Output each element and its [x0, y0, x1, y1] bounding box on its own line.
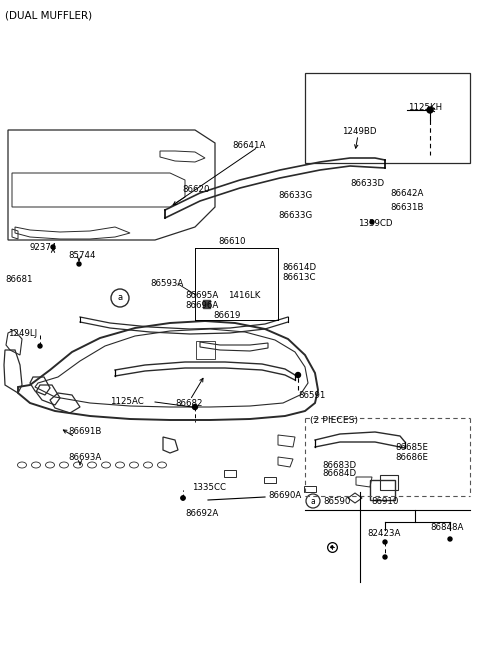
Text: 82423A: 82423A [367, 529, 400, 538]
Text: 1249LJ: 1249LJ [8, 329, 37, 339]
Text: 86633D: 86633D [350, 179, 384, 187]
Text: 86696A: 86696A [185, 301, 218, 310]
Circle shape [77, 262, 81, 266]
Circle shape [331, 546, 333, 548]
Circle shape [192, 405, 197, 409]
Text: 1335CC: 1335CC [192, 483, 226, 491]
Text: 86690A: 86690A [268, 491, 301, 500]
Text: 1249BD: 1249BD [342, 126, 376, 136]
Circle shape [181, 496, 185, 500]
Text: 86590: 86590 [323, 496, 350, 506]
Text: (2 PIECES): (2 PIECES) [310, 415, 358, 424]
Text: 86614D: 86614D [282, 263, 316, 272]
Circle shape [383, 540, 387, 544]
Circle shape [448, 537, 452, 541]
Text: 1416LK: 1416LK [228, 291, 260, 301]
Circle shape [296, 373, 300, 377]
Text: 86685E: 86685E [395, 443, 428, 453]
Text: 86683D: 86683D [322, 460, 356, 470]
Text: 86691B: 86691B [68, 428, 101, 436]
Text: 86619: 86619 [213, 310, 240, 320]
Text: 86848A: 86848A [430, 523, 463, 531]
Polygon shape [203, 300, 210, 308]
Text: 86692A: 86692A [185, 510, 218, 519]
Circle shape [181, 496, 185, 500]
Text: 85744: 85744 [68, 250, 96, 259]
Text: a: a [311, 496, 315, 506]
Circle shape [370, 220, 374, 224]
Text: 86910: 86910 [372, 496, 399, 506]
Text: 86684D: 86684D [322, 470, 356, 479]
Text: 1339CD: 1339CD [358, 219, 393, 227]
Circle shape [427, 107, 433, 113]
Text: 86620: 86620 [182, 185, 209, 195]
Text: 86610: 86610 [218, 238, 245, 246]
Text: 86682: 86682 [175, 400, 203, 409]
Text: 86631B: 86631B [390, 202, 423, 212]
Circle shape [383, 555, 387, 559]
Text: 86613C: 86613C [282, 272, 315, 282]
Circle shape [38, 344, 42, 348]
Text: 1125AC: 1125AC [110, 398, 144, 407]
Text: 86593A: 86593A [150, 280, 183, 288]
Text: a: a [118, 293, 122, 303]
Text: 86633G: 86633G [278, 191, 312, 200]
Text: 86633G: 86633G [278, 212, 312, 221]
Text: 86681: 86681 [5, 274, 33, 284]
Text: 86642A: 86642A [390, 189, 423, 198]
Text: 86693A: 86693A [68, 453, 101, 462]
Circle shape [51, 245, 55, 249]
Text: 86686E: 86686E [395, 453, 428, 462]
Text: 92374: 92374 [30, 244, 58, 252]
Text: 1125KH: 1125KH [408, 103, 442, 113]
Text: (DUAL MUFFLER): (DUAL MUFFLER) [5, 10, 92, 20]
Text: 86641A: 86641A [232, 141, 265, 149]
Text: 86695A: 86695A [185, 291, 218, 301]
Text: 86591: 86591 [298, 392, 325, 400]
